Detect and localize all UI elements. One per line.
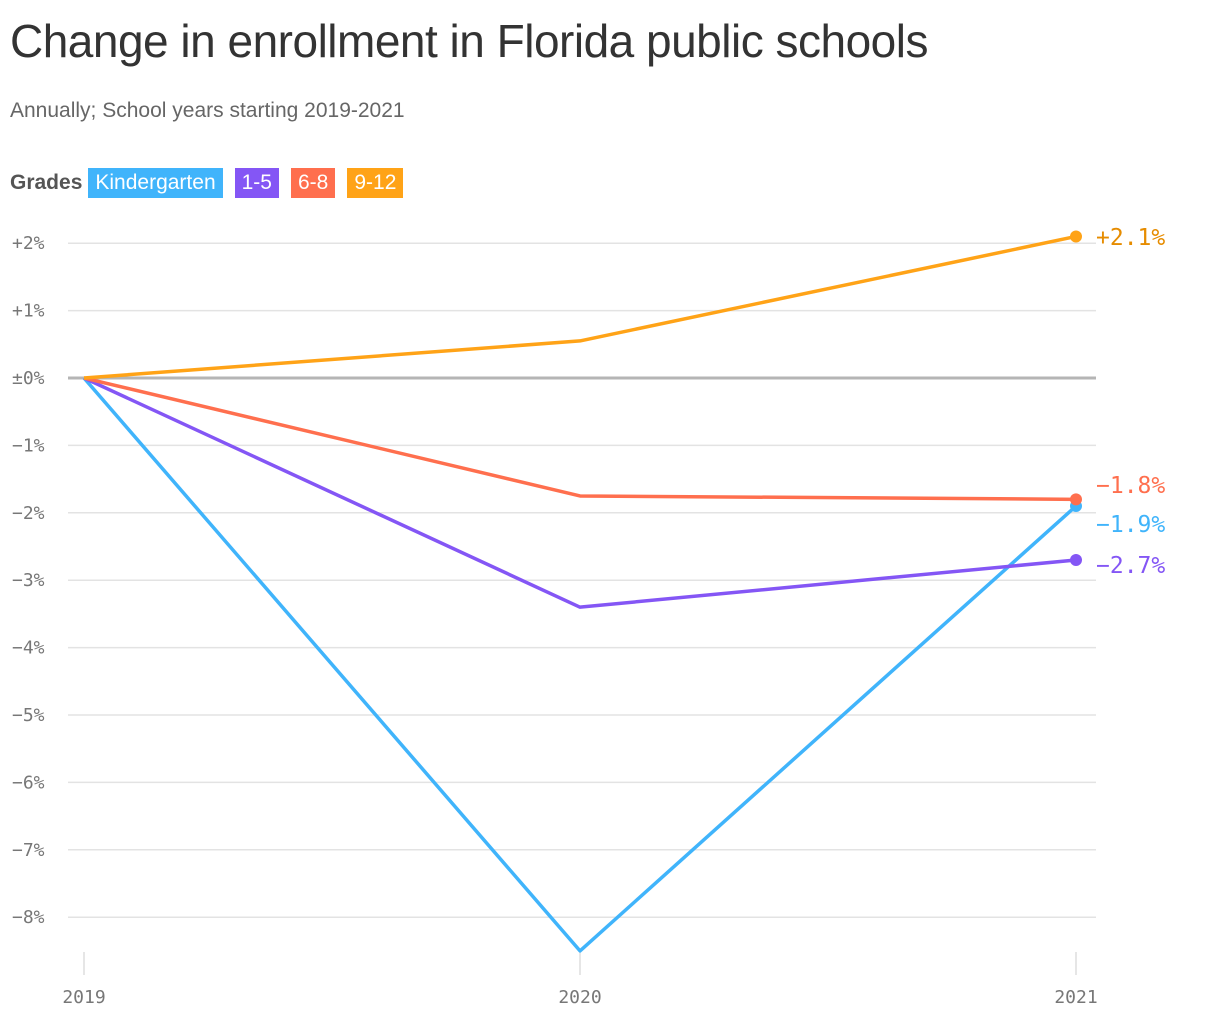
y-tick-label: −8% <box>12 907 45 928</box>
y-tick-label: −7% <box>12 840 45 861</box>
series-line-9-12 <box>83 234 1077 380</box>
series-line-6-8 <box>83 376 1077 502</box>
x-tick-label: 2019 <box>62 987 105 1008</box>
y-tick-label: −6% <box>12 772 45 793</box>
series-line-1-5 <box>83 376 1077 609</box>
y-tick-label: +2% <box>12 233 45 254</box>
legend-item-6-8: 6-8 <box>290 168 336 198</box>
end-label-6-8: −1.8% <box>1096 473 1165 499</box>
chart-title: Change in enrollment in Florida public s… <box>10 15 928 67</box>
y-tick-label: −2% <box>12 503 45 524</box>
y-tick-label: ±0% <box>12 368 45 389</box>
legend-item-1-5: 1-5 <box>234 168 279 198</box>
end-point-9-12 <box>1070 230 1082 243</box>
legend-item-9-12: 9-12 <box>347 168 404 198</box>
end-point-6-8 <box>1070 493 1082 506</box>
x-tick-label: 2020 <box>558 987 601 1008</box>
y-tick-label: −3% <box>12 570 45 591</box>
legend-item-kindergarten: Kindergarten <box>88 168 223 198</box>
legend-title: Grades <box>10 171 83 194</box>
end-point-1-5 <box>1070 553 1082 566</box>
series-line-Kindergarten <box>82 376 1078 953</box>
chart-subtitle: Annually; School years starting 2019-202… <box>10 99 405 122</box>
end-label-Kindergarten: −1.9% <box>1096 512 1165 538</box>
end-label-1-5: −2.7% <box>1096 553 1165 579</box>
y-tick-label: +1% <box>12 301 45 322</box>
x-tick-label: 2021 <box>1054 987 1097 1008</box>
legend: Grades Kindergarten 1-5 6-8 9-12 <box>10 168 415 198</box>
y-tick-label: −5% <box>12 705 45 726</box>
y-tick-label: −1% <box>12 435 45 456</box>
y-tick-label: −4% <box>12 638 45 659</box>
end-label-9-12: +2.1% <box>1096 225 1165 251</box>
